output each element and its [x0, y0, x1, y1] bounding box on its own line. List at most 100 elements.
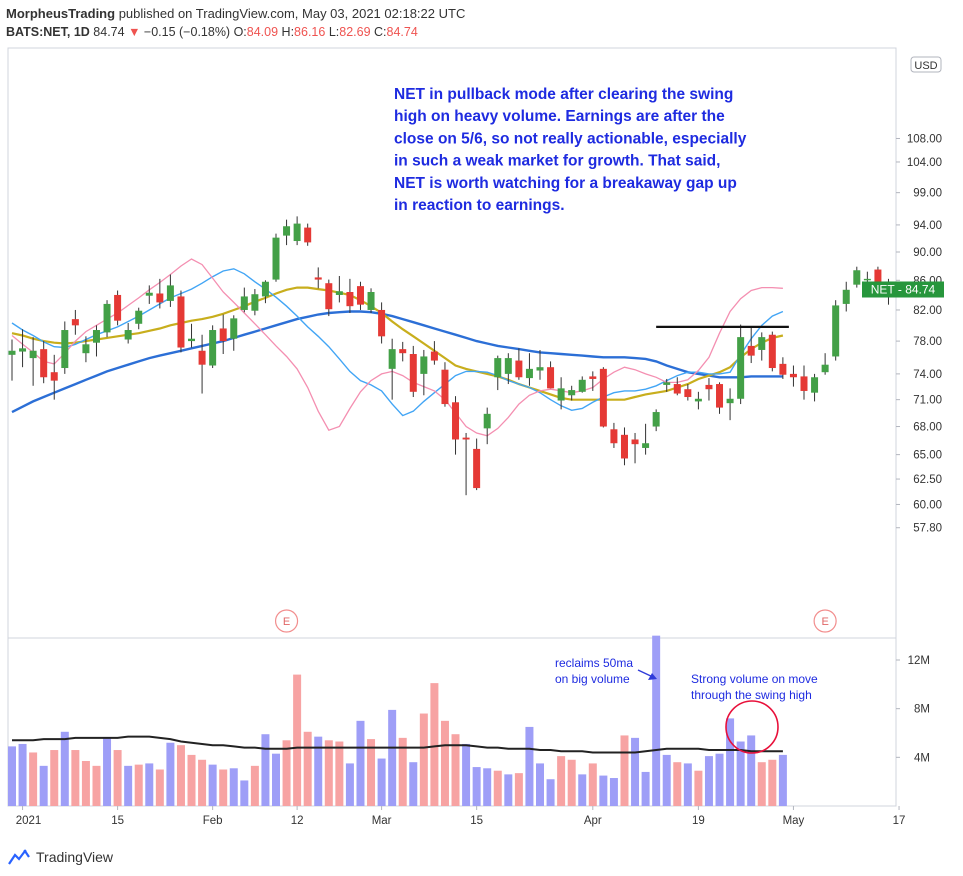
candle[interactable]	[409, 345, 417, 398]
candle[interactable]	[399, 341, 407, 362]
candle[interactable]	[198, 334, 206, 394]
candle[interactable]	[694, 391, 702, 410]
candle[interactable]	[114, 290, 122, 326]
candle[interactable]	[335, 275, 343, 303]
candle[interactable]	[304, 223, 312, 246]
tradingview-brand[interactable]: TradingView	[36, 849, 114, 865]
candle[interactable]	[293, 216, 301, 246]
candle[interactable]	[483, 407, 491, 445]
candle[interactable]	[325, 279, 333, 317]
candle[interactable]	[557, 377, 565, 410]
candle[interactable]	[441, 362, 449, 407]
annotation-line: in reaction to earnings.	[394, 197, 565, 214]
candle[interactable]	[19, 329, 27, 368]
candle[interactable]	[515, 348, 523, 380]
candle[interactable]	[673, 377, 681, 396]
price-tick-label: 60.00	[913, 499, 942, 511]
volume-bar	[335, 741, 344, 806]
candle[interactable]	[261, 280, 269, 304]
candle[interactable]	[219, 314, 227, 355]
candle[interactable]	[504, 353, 512, 385]
candle[interactable]	[811, 373, 819, 402]
earnings-marker[interactable]: E	[813, 609, 837, 633]
candle[interactable]	[705, 378, 713, 401]
candle-body	[673, 384, 681, 394]
candle[interactable]	[283, 219, 291, 246]
candle[interactable]	[430, 341, 438, 365]
earnings-marker[interactable]: E	[274, 609, 299, 633]
last-price-tag[interactable]: NET - 84.74	[862, 281, 944, 298]
symbol-label[interactable]: BATS:NET, 1D	[6, 25, 90, 39]
candle[interactable]	[473, 438, 481, 491]
volume-bar	[493, 770, 502, 806]
annotation-line: reclaims 50ma	[555, 656, 633, 670]
candle[interactable]	[642, 423, 650, 455]
candle[interactable]	[821, 353, 829, 375]
candle[interactable]	[61, 321, 69, 374]
candle[interactable]	[620, 427, 628, 466]
candle[interactable]	[631, 432, 639, 464]
candle[interactable]	[853, 266, 861, 288]
candle[interactable]	[356, 281, 364, 310]
volume-bar	[198, 759, 207, 806]
candle[interactable]	[420, 349, 428, 396]
candle[interactable]	[578, 376, 586, 393]
price-tick-label: 68.00	[913, 422, 942, 434]
candle[interactable]	[652, 409, 660, 432]
volume-bar	[18, 743, 27, 806]
candle[interactable]	[103, 300, 111, 338]
candle[interactable]	[40, 341, 48, 384]
candle[interactable]	[177, 290, 185, 353]
candle[interactable]	[768, 331, 776, 372]
candle[interactable]	[747, 326, 755, 364]
candle[interactable]	[599, 367, 607, 428]
candle[interactable]	[8, 339, 16, 381]
candle[interactable]	[251, 289, 259, 316]
currency-badge[interactable]: USD	[910, 56, 942, 73]
publisher-name[interactable]: MorpheusTrading	[6, 6, 116, 21]
candle[interactable]	[124, 323, 132, 344]
candle[interactable]	[29, 337, 37, 386]
candle[interactable]	[462, 432, 470, 496]
candle[interactable]	[230, 315, 238, 351]
candle[interactable]	[726, 388, 734, 421]
candlestick-chart[interactable]: 108.00104.0099.0094.0090.0086.0082.0078.…	[0, 46, 963, 842]
candle[interactable]	[240, 287, 248, 313]
candle[interactable]	[156, 278, 164, 309]
candle[interactable]	[568, 385, 576, 401]
candle[interactable]	[145, 285, 153, 304]
candle[interactable]	[188, 323, 196, 348]
candle[interactable]	[547, 361, 555, 389]
candle[interactable]	[71, 309, 79, 335]
candle[interactable]	[92, 325, 100, 357]
candle[interactable]	[314, 267, 322, 289]
candle[interactable]	[842, 281, 850, 312]
candle[interactable]	[452, 396, 460, 455]
candle[interactable]	[378, 302, 386, 344]
candle[interactable]	[779, 357, 787, 379]
candle[interactable]	[494, 355, 502, 391]
candle[interactable]	[800, 365, 808, 400]
candle[interactable]	[589, 371, 597, 391]
candle[interactable]	[716, 382, 724, 414]
candle[interactable]	[663, 378, 671, 392]
candle[interactable]	[346, 278, 354, 314]
candle[interactable]	[166, 274, 174, 307]
candle[interactable]	[135, 307, 143, 330]
candle[interactable]	[610, 422, 618, 448]
candle[interactable]	[684, 384, 692, 401]
candle[interactable]	[209, 325, 217, 369]
main-annotation: NET in pullback mode after clearing the …	[394, 86, 747, 214]
candle[interactable]	[758, 332, 766, 361]
candle[interactable]	[50, 354, 58, 400]
candle[interactable]	[525, 353, 533, 386]
candle[interactable]	[367, 288, 375, 314]
candle[interactable]	[272, 233, 280, 282]
candle[interactable]	[388, 338, 396, 400]
candle[interactable]	[536, 349, 544, 380]
candle-body	[758, 337, 766, 350]
candle[interactable]	[82, 336, 90, 363]
candle[interactable]	[832, 300, 840, 361]
candle[interactable]	[789, 365, 797, 387]
candle[interactable]	[737, 324, 745, 405]
